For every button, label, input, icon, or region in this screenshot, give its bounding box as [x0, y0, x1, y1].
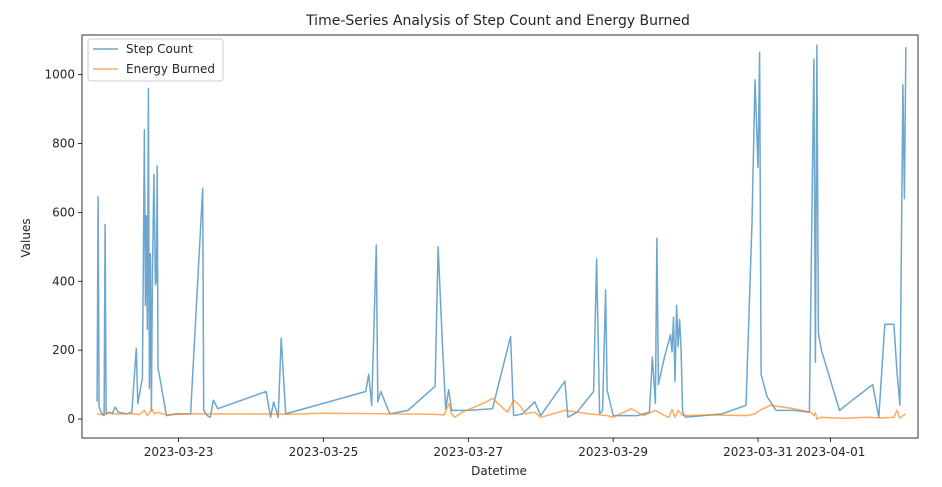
y-tick-label: 800	[52, 137, 75, 151]
legend-label: Energy Burned	[126, 62, 215, 76]
y-tick-label: 400	[52, 274, 75, 288]
x-tick-label: 2023-03-23	[144, 445, 214, 459]
series-line-energy-burned	[96, 397, 907, 420]
x-tick-label: 2023-03-29	[578, 445, 648, 459]
x-tick-label: 2023-03-31	[723, 445, 793, 459]
x-tick-label: 2023-03-27	[433, 445, 503, 459]
x-axis-ticks: 2023-03-23 2023-03-25 2023-03-27 2023-03-29…	[144, 438, 866, 459]
chart-title: Time-Series Analysis of Step Count and E…	[305, 13, 690, 29]
y-axis-ticks: 0 200 400 600 800 1000	[44, 68, 82, 426]
y-tick-label: 1000	[44, 68, 75, 82]
legend: Step Count Energy Burned	[87, 38, 224, 82]
x-tick-label: 2023-04-01	[796, 445, 866, 459]
x-tick-label: 2023-03-25	[289, 445, 359, 459]
plot-area	[81, 34, 919, 439]
y-tick-label: 600	[52, 205, 75, 219]
y-tick-label: 0	[67, 412, 75, 426]
plot-background	[82, 35, 918, 438]
x-axis-label: Datetime	[471, 464, 527, 478]
legend-box	[87, 38, 224, 82]
y-axis-label: Values	[19, 218, 33, 257]
legend-label: Step Count	[126, 42, 193, 56]
series-line-step-count	[96, 44, 907, 419]
plot-frame	[81, 34, 919, 439]
y-tick-label: 200	[52, 343, 75, 357]
